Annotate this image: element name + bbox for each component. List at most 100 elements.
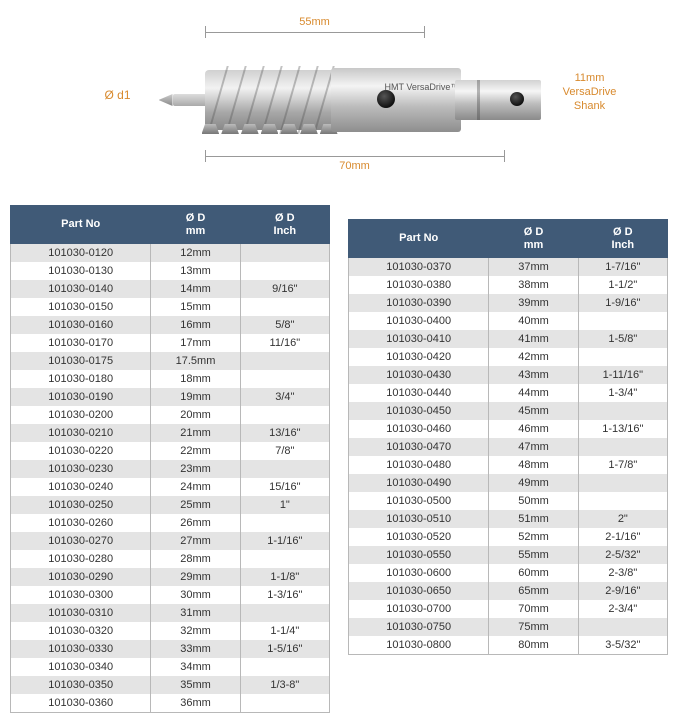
cell-mm: 51mm xyxy=(489,510,578,528)
product-diagram: 55mm Ø d1 HMT VersaDrive™ 11mm VersaDriv… xyxy=(65,10,625,190)
cell-part: 101030-0210 xyxy=(11,424,151,442)
cell-mm: 44mm xyxy=(489,384,578,402)
cell-part: 101030-0150 xyxy=(11,298,151,316)
cell-part: 101030-0260 xyxy=(11,514,151,532)
table-row: 101030-020020mm xyxy=(11,406,330,424)
cell-in: 15/16" xyxy=(240,478,329,496)
cell-in xyxy=(240,460,329,478)
cell-in: 2-3/8" xyxy=(578,564,667,582)
table-row: 101030-022022mm7/8" xyxy=(11,442,330,460)
dimension-top: 55mm xyxy=(205,16,425,28)
cell-part: 101030-0380 xyxy=(349,276,489,294)
cell-in: 1-3/4" xyxy=(578,384,667,402)
cell-mm: 48mm xyxy=(489,456,578,474)
cell-in xyxy=(578,402,667,420)
table-row: 101030-023023mm xyxy=(11,460,330,478)
table-row: 101030-029029mm1-1/8" xyxy=(11,568,330,586)
cell-in xyxy=(240,406,329,424)
table-row: 101030-080080mm3-5/32" xyxy=(349,636,668,655)
cell-part: 101030-0410 xyxy=(349,330,489,348)
cell-part: 101030-0230 xyxy=(11,460,151,478)
product-brand-label: HMT VersaDrive™ xyxy=(385,82,460,92)
cell-in xyxy=(240,262,329,280)
cell-part: 101030-0270 xyxy=(11,532,151,550)
cell-mm: 24mm xyxy=(151,478,240,496)
cell-part: 101030-0220 xyxy=(11,442,151,460)
cell-mm: 46mm xyxy=(489,420,578,438)
table-row: 101030-039039mm1-9/16" xyxy=(349,294,668,312)
cell-mm: 55mm xyxy=(489,546,578,564)
cell-in xyxy=(240,658,329,676)
cell-part: 101030-0120 xyxy=(11,244,151,263)
cell-mm: 29mm xyxy=(151,568,240,586)
cell-in: 2-3/4" xyxy=(578,600,667,618)
cell-part: 101030-0190 xyxy=(11,388,151,406)
cell-in: 5/8" xyxy=(240,316,329,334)
cell-mm: 27mm xyxy=(151,532,240,550)
table-row: 101030-016016mm5/8" xyxy=(11,316,330,334)
table-row: 101030-037037mm1-7/16" xyxy=(349,258,668,277)
table-row: 101030-031031mm xyxy=(11,604,330,622)
cell-in xyxy=(240,298,329,316)
cell-part: 101030-0650 xyxy=(349,582,489,600)
cell-mm: 33mm xyxy=(151,640,240,658)
table-row: 101030-051051mm2" xyxy=(349,510,668,528)
cell-part: 101030-0390 xyxy=(349,294,489,312)
cell-mm: 23mm xyxy=(151,460,240,478)
table-row: 101030-025025mm1" xyxy=(11,496,330,514)
table-row: 101030-047047mm xyxy=(349,438,668,456)
table-row: 101030-019019mm3/4" xyxy=(11,388,330,406)
cell-part: 101030-0180 xyxy=(11,370,151,388)
cell-part: 101030-0800 xyxy=(349,636,489,655)
cell-mm: 18mm xyxy=(151,370,240,388)
cell-in: 3/4" xyxy=(240,388,329,406)
cell-in: 7/8" xyxy=(240,442,329,460)
cell-mm: 40mm xyxy=(489,312,578,330)
cell-mm: 42mm xyxy=(489,348,578,366)
cell-mm: 16mm xyxy=(151,316,240,334)
cell-mm: 80mm xyxy=(489,636,578,655)
dimension-right: 11mm VersaDrive Shank xyxy=(555,72,625,113)
col-header-inch: Ø D Inch xyxy=(240,206,329,244)
cell-in: 1-11/16" xyxy=(578,366,667,384)
table-row: 101030-015015mm xyxy=(11,298,330,316)
table-row: 101030-052052mm2-1/16" xyxy=(349,528,668,546)
cell-in: 2" xyxy=(578,510,667,528)
cell-in: 1-9/16" xyxy=(578,294,667,312)
cell-part: 101030-0175 xyxy=(11,352,151,370)
cell-in xyxy=(578,474,667,492)
table-row: 101030-075075mm xyxy=(349,618,668,636)
cell-part: 101030-0460 xyxy=(349,420,489,438)
cell-mm: 31mm xyxy=(151,604,240,622)
cell-part: 101030-0370 xyxy=(349,258,489,277)
cell-mm: 14mm xyxy=(151,280,240,298)
cell-mm: 12mm xyxy=(151,244,240,263)
table-row: 101030-045045mm xyxy=(349,402,668,420)
cell-part: 101030-0350 xyxy=(11,676,151,694)
table-row: 101030-048048mm1-7/8" xyxy=(349,456,668,474)
cell-in: 2-5/32" xyxy=(578,546,667,564)
table-row: 101030-024024mm15/16" xyxy=(11,478,330,496)
cell-in: 1/3-8" xyxy=(240,676,329,694)
cell-part: 101030-0310 xyxy=(11,604,151,622)
table-row: 101030-021021mm13/16" xyxy=(11,424,330,442)
cell-mm: 19mm xyxy=(151,388,240,406)
table-row: 101030-043043mm1-11/16" xyxy=(349,366,668,384)
cell-part: 101030-0130 xyxy=(11,262,151,280)
table-row: 101030-065065mm2-9/16" xyxy=(349,582,668,600)
cell-part: 101030-0500 xyxy=(349,492,489,510)
cell-mm: 28mm xyxy=(151,550,240,568)
cell-mm: 21mm xyxy=(151,424,240,442)
cell-part: 101030-0430 xyxy=(349,366,489,384)
dimension-right-line2: VersaDrive xyxy=(555,86,625,100)
col-header-part: Part No xyxy=(349,220,489,258)
cell-in: 1-1/16" xyxy=(240,532,329,550)
table-row: 101030-036036mm xyxy=(11,694,330,713)
cell-part: 101030-0440 xyxy=(349,384,489,402)
cell-part: 101030-0320 xyxy=(11,622,151,640)
cell-in: 1-7/16" xyxy=(578,258,667,277)
cell-in xyxy=(578,348,667,366)
cell-part: 101030-0290 xyxy=(11,568,151,586)
table-row: 101030-028028mm xyxy=(11,550,330,568)
table-row: 101030-038038mm1-1/2" xyxy=(349,276,668,294)
